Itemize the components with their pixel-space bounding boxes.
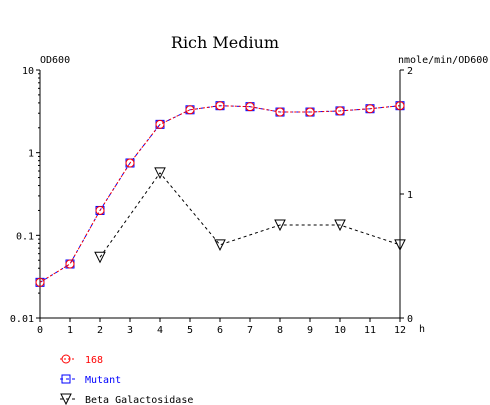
series-line-168 bbox=[39, 105, 401, 283]
data-point-168 bbox=[185, 105, 195, 115]
x-tick-label: 11 bbox=[364, 325, 376, 336]
data-point-168 bbox=[275, 107, 285, 117]
data-point-168 bbox=[155, 119, 165, 129]
data-point-beta-galactosidase bbox=[154, 167, 166, 180]
data-point-beta-galactosidase bbox=[94, 251, 106, 264]
x-tick-label: 10 bbox=[334, 325, 346, 336]
y-left-tick-label: 0.1 bbox=[16, 231, 34, 242]
legend-marker-168 bbox=[61, 354, 71, 364]
data-point-168 bbox=[95, 205, 105, 215]
legend-item-mutant: Mutant bbox=[60, 374, 121, 386]
legend-label-mutant: Mutant bbox=[85, 375, 121, 386]
x-tick-label: 3 bbox=[127, 325, 133, 336]
data-point-beta-galactosidase bbox=[214, 239, 226, 251]
data-point-168 bbox=[215, 101, 225, 111]
data-point-168 bbox=[35, 277, 45, 287]
data-point-beta-galactosidase bbox=[274, 219, 286, 232]
data-point-168 bbox=[125, 158, 135, 168]
data-point-168 bbox=[245, 102, 255, 112]
y-left-tick-label: 10 bbox=[22, 66, 34, 77]
data-point-168 bbox=[365, 104, 375, 114]
legend-label-beta-galactosidase: Beta Galactosidase bbox=[85, 395, 193, 405]
series-line-beta-galactosidase bbox=[99, 172, 401, 258]
x-tick-label: 1 bbox=[67, 325, 73, 336]
legend-marker-mutant bbox=[61, 374, 71, 384]
chart-title: Rich Medium bbox=[171, 33, 279, 52]
x-tick-label: 2 bbox=[97, 325, 103, 336]
y-right-axis-label: nmole/min/OD600 bbox=[398, 55, 488, 66]
legend-marker-beta-galactosidase bbox=[60, 393, 72, 405]
x-tick-label: 8 bbox=[277, 325, 283, 336]
x-axis-label: h bbox=[419, 324, 425, 335]
data-point-168 bbox=[65, 259, 75, 269]
data-point-168 bbox=[335, 106, 345, 116]
data-point-168 bbox=[305, 107, 315, 117]
y-left-axis-label: OD600 bbox=[40, 55, 70, 66]
legend-label-168: 168 bbox=[85, 355, 103, 366]
data-point-beta-galactosidase bbox=[334, 219, 346, 232]
x-tick-label: 7 bbox=[247, 325, 253, 336]
data-point-beta-galactosidase bbox=[394, 239, 406, 251]
data-point-168 bbox=[395, 101, 405, 111]
x-tick-label: 6 bbox=[217, 325, 223, 336]
y-left-tick-label: 0.01 bbox=[10, 314, 34, 325]
x-tick-label: 0 bbox=[37, 325, 43, 336]
series-line-mutant bbox=[39, 105, 401, 283]
legend-item-168: 168 bbox=[60, 354, 103, 366]
y-right-tick-label: 2 bbox=[407, 66, 413, 77]
x-tick-label: 5 bbox=[187, 325, 193, 336]
x-tick-label: 12 bbox=[394, 325, 406, 336]
y-right-tick-label: 0 bbox=[407, 314, 413, 325]
x-tick-label: 4 bbox=[157, 325, 163, 336]
y-right-tick-label: 1 bbox=[407, 190, 413, 201]
x-tick-label: 9 bbox=[307, 325, 313, 336]
legend-item-beta-galactosidase: Beta Galactosidase bbox=[60, 393, 193, 405]
y-left-tick-label: 1 bbox=[28, 149, 34, 160]
